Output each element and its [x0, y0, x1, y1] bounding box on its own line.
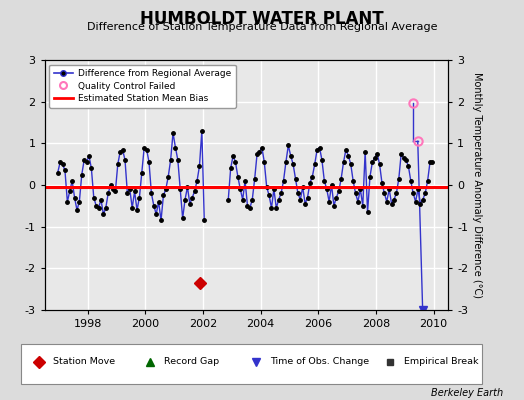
- Text: Empirical Break: Empirical Break: [403, 358, 478, 366]
- Text: HUMBOLDT WATER PLANT: HUMBOLDT WATER PLANT: [140, 10, 384, 28]
- Text: Station Move: Station Move: [53, 358, 115, 366]
- Text: Berkeley Earth: Berkeley Earth: [431, 388, 503, 398]
- Text: Record Gap: Record Gap: [164, 358, 219, 366]
- FancyBboxPatch shape: [21, 344, 482, 384]
- Legend: Difference from Regional Average, Quality Control Failed, Estimated Station Mean: Difference from Regional Average, Qualit…: [49, 64, 236, 108]
- Text: Time of Obs. Change: Time of Obs. Change: [270, 358, 369, 366]
- Text: Difference of Station Temperature Data from Regional Average: Difference of Station Temperature Data f…: [87, 22, 437, 32]
- Y-axis label: Monthly Temperature Anomaly Difference (°C): Monthly Temperature Anomaly Difference (…: [472, 72, 482, 298]
